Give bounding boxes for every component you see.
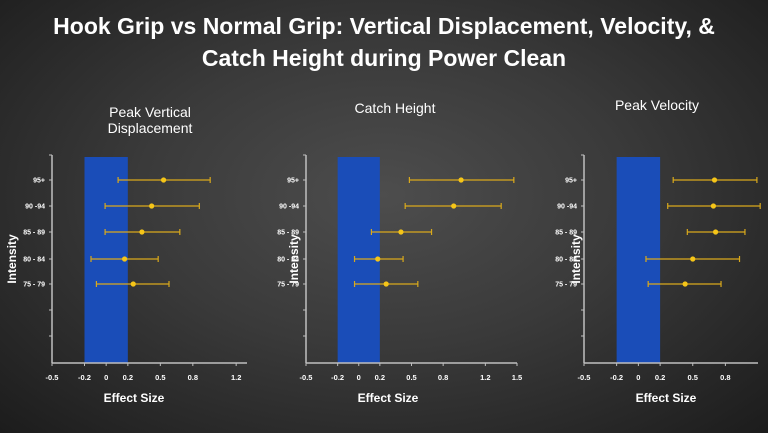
y-axis-label: Intensity bbox=[287, 234, 301, 284]
effect-point bbox=[711, 177, 718, 183]
y-axis-label: Intensity bbox=[5, 234, 19, 284]
x-tick-label: 0.8 bbox=[720, 373, 730, 382]
x-tick-label: 0.8 bbox=[188, 373, 198, 382]
x-tick-label: 0.5 bbox=[155, 373, 165, 382]
effect-point bbox=[139, 229, 145, 235]
y-tick-label: 85 - 89 bbox=[23, 230, 45, 237]
y-tick-label: 80 - 84 bbox=[23, 257, 45, 264]
effect-point bbox=[458, 177, 464, 183]
y-tick-label: 95+ bbox=[287, 178, 299, 185]
x-tick-label: -0.5 bbox=[300, 373, 313, 382]
x-tick-label: 0.5 bbox=[406, 373, 416, 382]
chart-title: Catch Height bbox=[355, 100, 436, 116]
effect-point bbox=[375, 256, 381, 262]
x-tick-label: -0.2 bbox=[331, 373, 344, 382]
effect-point bbox=[712, 229, 719, 235]
chart-2: Catch Height -0.5 -0.2 0 0.2 0.5 0.8 1.2 1.5 95+ 9… bbox=[277, 100, 522, 405]
null-effect-band bbox=[337, 157, 380, 363]
x-axis-label: Effect Size bbox=[358, 391, 419, 405]
effect-point bbox=[710, 203, 717, 209]
effect-point bbox=[149, 203, 155, 209]
main-title-line1: Hook Grip vs Normal Grip: Vertical Displ… bbox=[53, 13, 715, 39]
y-tick-label: 95+ bbox=[565, 178, 577, 185]
y-tick-label: 75 - 79 bbox=[23, 282, 45, 289]
x-tick-label: -0.2 bbox=[610, 373, 623, 382]
effect-point bbox=[130, 281, 136, 287]
effect-point bbox=[121, 256, 128, 262]
x-tick-label: -0.5 bbox=[46, 373, 59, 382]
effect-point bbox=[160, 177, 167, 183]
y-tick-label: 90 -94 bbox=[25, 204, 45, 211]
y-tick-label: 90 -94 bbox=[557, 204, 577, 211]
y-tick-label: 85 - 89 bbox=[277, 230, 299, 237]
x-tick-label: 1.5 bbox=[512, 373, 522, 382]
chart-title: Displacement bbox=[108, 120, 193, 136]
main-title-line2: Catch Height during Power Clean bbox=[201, 45, 567, 71]
y-tick-label: 80 - 84 bbox=[555, 257, 577, 264]
chart-3: Peak Velocity -0.5 -0.2 0 0.2 0.5 0.8 95+ 90 -94… bbox=[555, 97, 761, 405]
effect-point bbox=[690, 256, 696, 262]
x-axis-label: Effect Size bbox=[104, 391, 165, 405]
x-axis-label: Effect Size bbox=[636, 391, 697, 405]
effect-point bbox=[451, 203, 457, 209]
x-tick-label: 0.2 bbox=[375, 373, 385, 382]
x-tick-label: -0.2 bbox=[78, 373, 91, 382]
effect-point bbox=[398, 229, 404, 235]
y-axis-label: Intensity bbox=[569, 234, 583, 284]
x-tick-label: -0.5 bbox=[578, 373, 591, 382]
chart-title: Peak Velocity bbox=[615, 97, 699, 113]
x-tick-label: 0.2 bbox=[123, 373, 133, 382]
null-effect-band bbox=[616, 157, 661, 363]
null-effect-band bbox=[84, 157, 128, 363]
chart-title: Peak Vertical bbox=[109, 104, 191, 120]
x-tick-label: 1.2 bbox=[480, 373, 490, 382]
effect-point bbox=[682, 281, 688, 287]
main-title: Hook Grip vs Normal Grip: Vertical Displ… bbox=[0, 10, 768, 74]
y-tick-label: 95+ bbox=[33, 178, 45, 185]
y-tick-label: 75 - 79 bbox=[277, 282, 299, 289]
x-tick-label: 0.2 bbox=[655, 373, 665, 382]
y-tick-label: 90 -94 bbox=[279, 204, 299, 211]
y-tick-label: 75 - 79 bbox=[555, 282, 577, 289]
x-tick-label: 0.5 bbox=[688, 373, 698, 382]
x-tick-label: 0 bbox=[357, 373, 361, 382]
effect-point bbox=[383, 281, 389, 287]
y-tick-label: 80 - 84 bbox=[277, 257, 299, 264]
x-tick-label: 0 bbox=[104, 373, 108, 382]
y-tick-label: 85 - 89 bbox=[555, 230, 577, 237]
x-tick-label: 1.2 bbox=[231, 373, 241, 382]
x-tick-label: 0 bbox=[636, 373, 640, 382]
x-tick-label: 0.8 bbox=[438, 373, 448, 382]
